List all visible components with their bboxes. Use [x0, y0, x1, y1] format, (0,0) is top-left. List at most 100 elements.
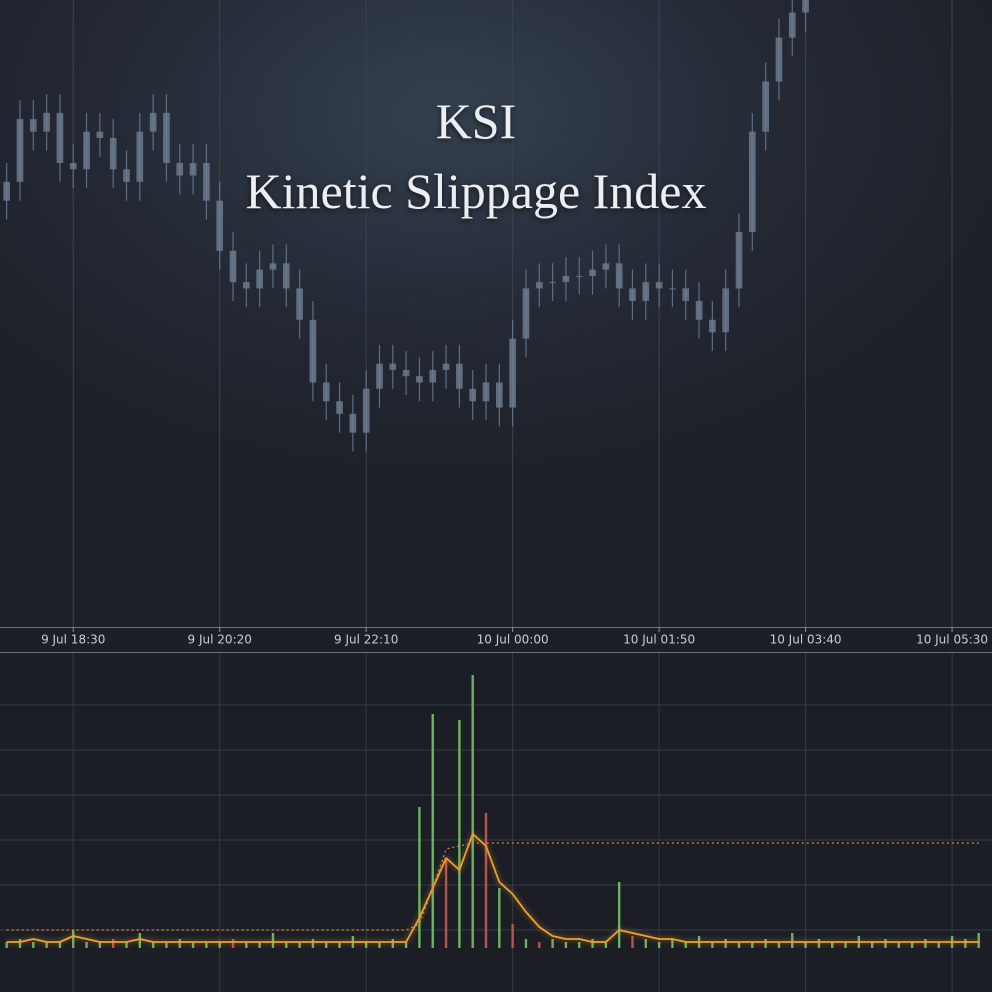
candle-body [229, 250, 237, 283]
candle-body [589, 269, 596, 276]
candle-body [722, 288, 730, 333]
candle-body [642, 282, 650, 301]
bar [564, 942, 568, 948]
candle-body [176, 163, 184, 176]
candle-body [376, 363, 383, 389]
candle-body [416, 376, 423, 383]
candle-body [56, 112, 64, 164]
bar [644, 939, 647, 948]
bar [5, 942, 8, 948]
bar [218, 942, 221, 948]
bar [551, 939, 554, 948]
candle-body [362, 388, 370, 433]
candle-body [482, 382, 490, 402]
candle-body [203, 163, 210, 201]
candle-body [402, 369, 410, 377]
bar [777, 942, 781, 948]
bar [910, 942, 914, 948]
bar [178, 939, 181, 948]
bar [764, 939, 767, 948]
bar [311, 939, 315, 948]
bar [471, 675, 474, 948]
bar [870, 942, 874, 948]
bar [325, 942, 328, 948]
bar [391, 939, 395, 948]
candle-body [43, 112, 50, 132]
bar [18, 939, 22, 948]
bar [831, 942, 834, 948]
bar [817, 939, 821, 948]
x-tick-label: 10 Jul 05:30 [916, 633, 988, 647]
bar [591, 939, 594, 948]
bar [791, 933, 794, 948]
bar [604, 942, 608, 948]
bar [231, 939, 235, 948]
bar [404, 942, 408, 948]
bar [58, 942, 62, 948]
bar [458, 720, 461, 948]
bar [977, 933, 980, 948]
candle-body [575, 275, 583, 277]
candle-body [429, 369, 437, 383]
candle-body [788, 12, 796, 38]
chart-title: KSI [436, 93, 517, 149]
candle-body [83, 131, 90, 170]
candle-body [695, 300, 703, 320]
candle-body [615, 263, 623, 289]
candle-body [163, 112, 170, 164]
bar [258, 942, 261, 948]
bar [298, 942, 301, 948]
bar [98, 942, 102, 948]
candle-body [96, 131, 104, 138]
candle-body [509, 338, 516, 408]
candle-body [535, 282, 543, 289]
bar [378, 942, 381, 948]
bar [884, 939, 887, 948]
candle-body [309, 319, 317, 383]
candle-body [29, 119, 37, 132]
time-axis-strip [0, 627, 992, 652]
bar [431, 714, 434, 948]
candle-body [775, 37, 783, 82]
indicator-panel-bg [0, 653, 992, 992]
candle-body [735, 231, 743, 289]
candle-body [216, 200, 224, 251]
bar [125, 942, 128, 948]
bar [524, 939, 528, 948]
candle-body [549, 282, 556, 284]
bar [631, 936, 634, 948]
x-tick-label: 10 Jul 01:50 [623, 633, 695, 647]
bar [684, 942, 687, 948]
chart-subtitle: Kinetic Slippage Index [246, 163, 707, 219]
bar [897, 942, 900, 948]
candle-body [802, 0, 809, 13]
candle-body [456, 363, 463, 389]
candle-body [629, 288, 636, 301]
candle-body [109, 137, 117, 170]
x-tick-label: 9 Jul 20:20 [188, 633, 252, 647]
candle-body [282, 263, 290, 289]
bar [538, 942, 541, 948]
candle-body [602, 263, 610, 270]
bar [45, 942, 48, 948]
bar [844, 942, 847, 948]
candle-body [69, 163, 77, 170]
bar [191, 942, 195, 948]
candle-body [709, 319, 716, 333]
candle-body [669, 288, 676, 290]
candle-body [682, 288, 690, 301]
bar [964, 939, 967, 948]
bar [338, 942, 341, 948]
candle-body [496, 382, 503, 408]
bar [205, 942, 208, 948]
bar [924, 939, 927, 948]
candle-body [256, 269, 263, 289]
candle-body [269, 263, 277, 270]
bar [32, 942, 35, 948]
bar [511, 924, 514, 948]
bar [165, 942, 168, 948]
bar [271, 933, 275, 948]
bar [724, 939, 727, 948]
bar [418, 807, 421, 948]
bar [285, 942, 288, 948]
